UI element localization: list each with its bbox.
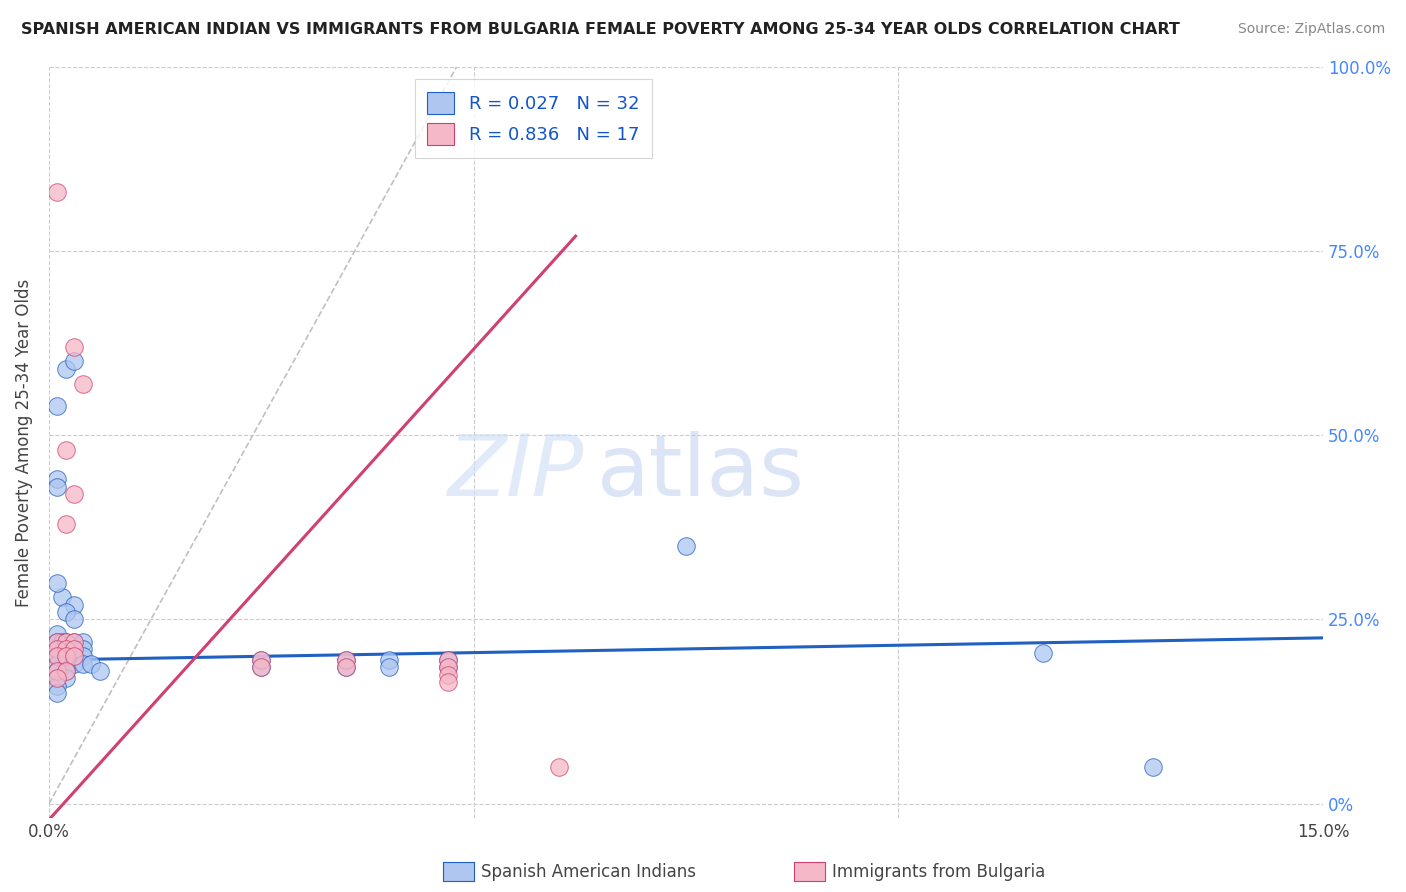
Point	[46, 641, 69, 656]
Point	[55, 664, 77, 678]
Point	[335, 653, 357, 667]
Point	[46, 672, 69, 686]
Point	[63, 641, 86, 656]
Point	[72, 657, 94, 671]
Text: SPANISH AMERICAN INDIAN VS IMMIGRANTS FROM BULGARIA FEMALE POVERTY AMONG 25-34 Y: SPANISH AMERICAN INDIAN VS IMMIGRANTS FR…	[21, 22, 1180, 37]
Point	[46, 634, 69, 648]
Point	[55, 649, 77, 664]
Point	[46, 664, 69, 678]
Point	[63, 657, 86, 671]
Text: Spanish American Indians: Spanish American Indians	[481, 863, 696, 881]
Point	[46, 634, 69, 648]
Point	[46, 627, 69, 641]
Point	[377, 653, 399, 667]
Point	[46, 472, 69, 486]
Point	[437, 660, 460, 674]
Point	[547, 760, 569, 774]
Point	[72, 634, 94, 648]
Point	[63, 641, 86, 656]
Point	[51, 591, 73, 605]
Text: Immigrants from Bulgaria: Immigrants from Bulgaria	[832, 863, 1046, 881]
Point	[89, 664, 111, 678]
Point	[437, 653, 460, 667]
Point	[250, 653, 273, 667]
Point	[250, 660, 273, 674]
Point	[72, 641, 94, 656]
Point	[46, 649, 69, 664]
Y-axis label: Female Poverty Among 25-34 Year Olds: Female Poverty Among 25-34 Year Olds	[15, 278, 32, 607]
Point	[51, 634, 73, 648]
Point	[63, 634, 86, 648]
Point	[46, 399, 69, 413]
Point	[55, 605, 77, 619]
Point	[63, 598, 86, 612]
Point	[55, 649, 77, 664]
Point	[55, 634, 77, 648]
Point	[63, 612, 86, 626]
Point	[63, 634, 86, 648]
Point	[55, 672, 77, 686]
Point	[46, 672, 69, 686]
Point	[1142, 760, 1164, 774]
Point	[55, 664, 77, 678]
Point	[55, 641, 77, 656]
Point	[46, 480, 69, 494]
Point	[335, 653, 357, 667]
Point	[675, 539, 697, 553]
Point	[46, 641, 69, 656]
Point	[55, 641, 77, 656]
Point	[377, 660, 399, 674]
Text: atlas: atlas	[598, 431, 804, 514]
Legend: R = 0.027   N = 32, R = 0.836   N = 17: R = 0.027 N = 32, R = 0.836 N = 17	[415, 79, 652, 158]
Point	[1032, 646, 1054, 660]
Point	[55, 442, 77, 457]
Point	[63, 649, 86, 664]
Point	[80, 657, 103, 671]
Point	[437, 653, 460, 667]
Point	[437, 675, 460, 690]
Point	[63, 487, 86, 501]
Point	[55, 361, 77, 376]
Point	[55, 657, 77, 671]
Point	[250, 660, 273, 674]
Point	[46, 657, 69, 671]
Text: Source: ZipAtlas.com: Source: ZipAtlas.com	[1237, 22, 1385, 37]
Point	[55, 634, 77, 648]
Point	[437, 667, 460, 681]
Point	[437, 660, 460, 674]
Point	[72, 376, 94, 391]
Point	[46, 185, 69, 199]
Point	[46, 679, 69, 693]
Point	[46, 686, 69, 700]
Point	[63, 649, 86, 664]
Point	[250, 653, 273, 667]
Point	[46, 664, 69, 678]
Point	[63, 340, 86, 354]
Point	[46, 649, 69, 664]
Point	[335, 660, 357, 674]
Point	[63, 354, 86, 368]
Text: ZIP: ZIP	[449, 431, 583, 514]
Point	[55, 516, 77, 531]
Point	[46, 575, 69, 590]
Point	[72, 649, 94, 664]
Point	[335, 660, 357, 674]
